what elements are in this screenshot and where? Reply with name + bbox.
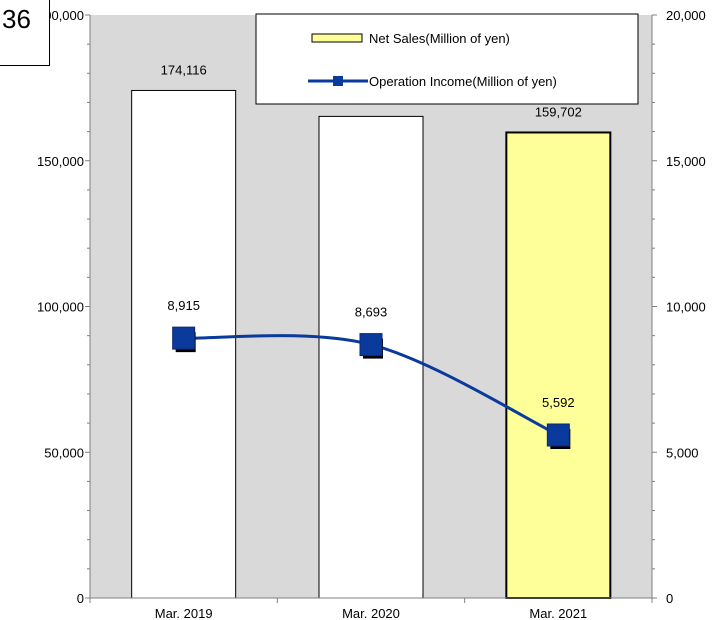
x-tick-label: Mar. 2021 <box>529 606 587 620</box>
left-tick-label: 150,000 <box>37 154 84 169</box>
right-tick-label: 20,000 <box>666 8 706 23</box>
left-tick-label: 50,000 <box>44 445 84 460</box>
right-tick-label: 15,000 <box>666 154 706 169</box>
line-marker <box>546 423 570 447</box>
right-tick-label: 5,000 <box>666 445 699 460</box>
legend-line-marker <box>333 76 343 86</box>
page-number-badge: 36 <box>0 0 50 66</box>
line-marker <box>359 333 383 357</box>
left-tick-label: 0 <box>77 591 84 606</box>
legend-bar-label: Net Sales(Million of yen) <box>369 31 510 46</box>
legend-bar-swatch <box>311 33 363 43</box>
legend-box <box>255 13 639 105</box>
x-tick-label: Mar. 2020 <box>342 606 400 620</box>
line-value-label: 5,592 <box>542 395 575 410</box>
line-value-label: 8,693 <box>355 305 388 320</box>
legend: Net Sales(Million of yen) Operation Inco… <box>255 13 639 105</box>
x-axis: Mar. 2019 Mar. 2020 Mar. 2021 <box>89 597 653 620</box>
bar-value-label: 159,702 <box>535 104 582 119</box>
bar-net-sales <box>505 131 612 600</box>
right-tick-label: 0 <box>666 591 673 606</box>
left-tick-label: 100,000 <box>37 300 84 315</box>
line-value-label: 8,915 <box>167 298 200 313</box>
line-series: 8,915 8,693 5,592 <box>167 298 575 449</box>
x-tick-label: Mar. 2019 <box>155 606 213 620</box>
legend-line-label: Operation Income(Million of yen) <box>369 74 557 89</box>
bar-series: 174,116165,215159,702 <box>131 62 612 600</box>
right-axis: 0 5,000 10,000 15,000 20,000 <box>651 8 706 606</box>
line-marker <box>172 326 196 350</box>
right-tick-label: 10,000 <box>666 300 706 315</box>
bar-value-label: 174,116 <box>161 62 207 77</box>
